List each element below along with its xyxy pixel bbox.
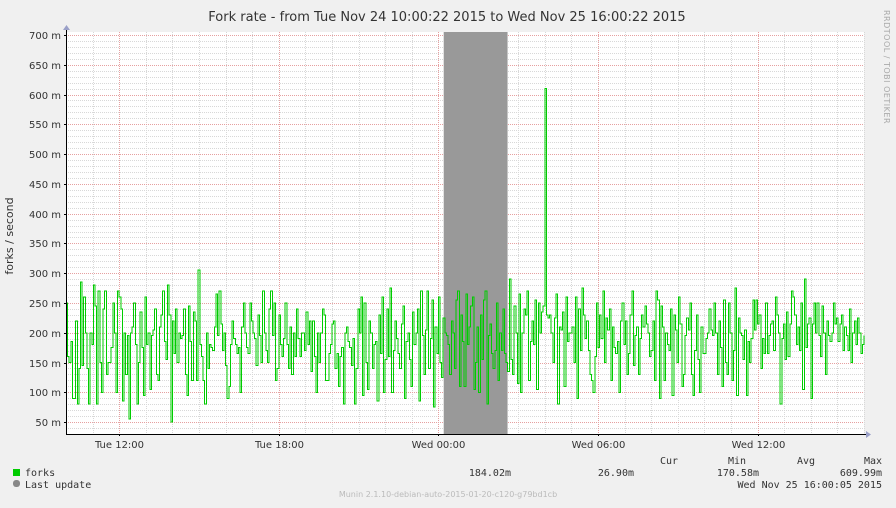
x-tick-label: Wed 00:00 [412, 440, 466, 451]
rrdtool-watermark: RRDTOOL / TOBI OETIKER [882, 10, 891, 124]
y-tick-label: 300 m [29, 269, 61, 280]
legend-swatch-forks [13, 469, 20, 476]
x-tick-label: Wed 06:00 [572, 440, 626, 451]
x-tick-labels: Tue 12:00 Tue 18:00 Wed 00:00 Wed 06:00 Wed … [94, 440, 785, 451]
legend-swatch-last-update [13, 480, 20, 487]
legend-max-forks: 609.99m [840, 468, 882, 479]
y-axis-arrow [63, 25, 70, 30]
chart-title: Fork rate - from Tue Nov 24 10:00:22 201… [208, 10, 685, 25]
y-tick-labels: 50 m 100 m 150 m 200 m 250 m 300 m 350 m 400 m 4… [29, 31, 61, 429]
legend-cur-forks: 184.02m [469, 468, 511, 479]
x-axis-arrow [866, 431, 871, 438]
legend-header-cur: Cur [660, 456, 678, 467]
y-tick-label: 350 m [29, 239, 61, 250]
x-tick-label: Wed 12:00 [732, 440, 786, 451]
y-tick-label: 550 m [29, 120, 61, 131]
y-tick-label: 150 m [29, 359, 61, 370]
series-layer [66, 88, 865, 423]
y-tick-label: 50 m [35, 418, 61, 429]
y-tick-label: 600 m [29, 91, 61, 102]
y-tick-label: 450 m [29, 180, 61, 191]
legend-last-update-value: Wed Nov 25 16:00:05 2015 [738, 480, 883, 491]
y-tick-label: 700 m [29, 31, 61, 42]
axes [63, 25, 871, 438]
legend-name-forks: forks [25, 468, 55, 479]
y-tick-label: 250 m [29, 299, 61, 310]
y-tick-label: 100 m [29, 388, 61, 399]
legend-header-min: Min [728, 456, 746, 467]
x-tick-label: Tue 12:00 [94, 440, 144, 451]
y-tick-label: 500 m [29, 150, 61, 161]
y-tick-label: 200 m [29, 329, 61, 340]
munin-version-footer: Munin 2.1.10-debian-auto-2015-01-20-c120… [339, 490, 557, 499]
legend: Cur Min Avg Max forks 184.02m 26.90m 170… [13, 456, 882, 491]
x-tick-label: Tue 18:00 [254, 440, 304, 451]
legend-header-max: Max [864, 456, 882, 467]
legend-last-update-label: Last update [25, 480, 91, 491]
series-line-forks [66, 88, 865, 423]
y-axis-label: forks / second [3, 197, 16, 274]
y-tick-label: 400 m [29, 210, 61, 221]
legend-header-avg: Avg [797, 456, 815, 467]
y-tick-label: 650 m [29, 61, 61, 72]
legend-min-forks: 26.90m [598, 468, 634, 479]
legend-avg-forks: 170.58m [717, 468, 759, 479]
